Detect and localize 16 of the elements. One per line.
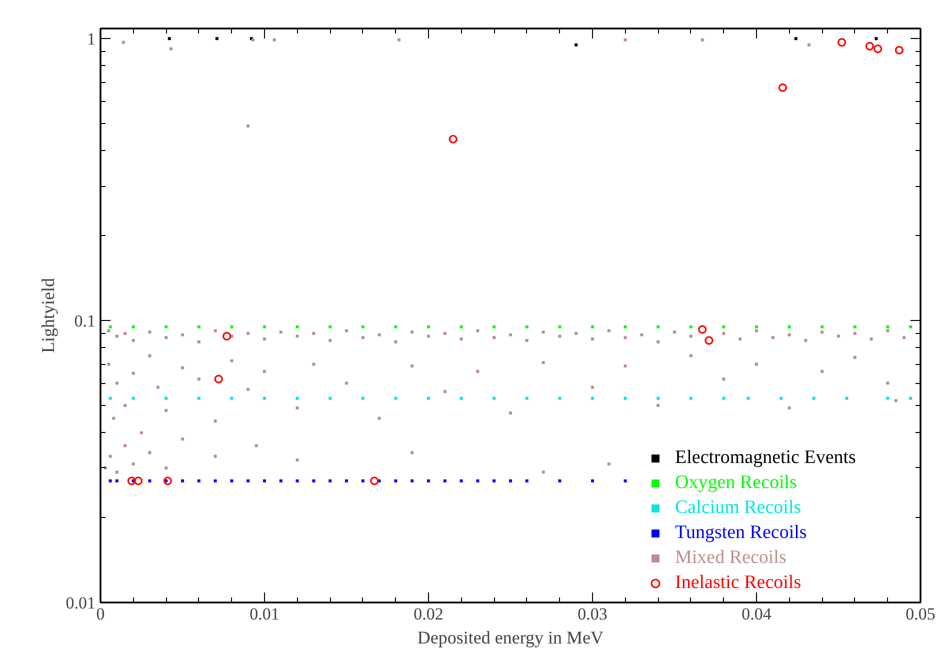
- x-tick-label: 0.05: [906, 604, 936, 624]
- x-tick-label: 0.01: [250, 604, 280, 624]
- y-axis-title: Lightyield: [38, 278, 58, 353]
- x-tick-label: 0: [96, 604, 105, 624]
- x-axis-title: Deposited energy in MeV: [417, 628, 604, 648]
- x-tick-label: 0.02: [414, 604, 444, 624]
- y-tick-label: 0.1: [74, 312, 96, 331]
- legend-label: Electromagnetic Events: [675, 447, 856, 469]
- x-tick-label: 0.04: [742, 604, 772, 624]
- legend-label: Calcium Recoils: [675, 497, 802, 519]
- y-tick-label: 1: [87, 30, 96, 49]
- legend-label: Oxygen Recoils: [675, 472, 797, 494]
- legend-label: Inelastic Recoils: [675, 572, 802, 594]
- x-tick-label: 0.03: [578, 604, 608, 624]
- legend-label: Tungsten Recoils: [675, 522, 807, 544]
- legend-label: Mixed Recoils: [675, 547, 786, 569]
